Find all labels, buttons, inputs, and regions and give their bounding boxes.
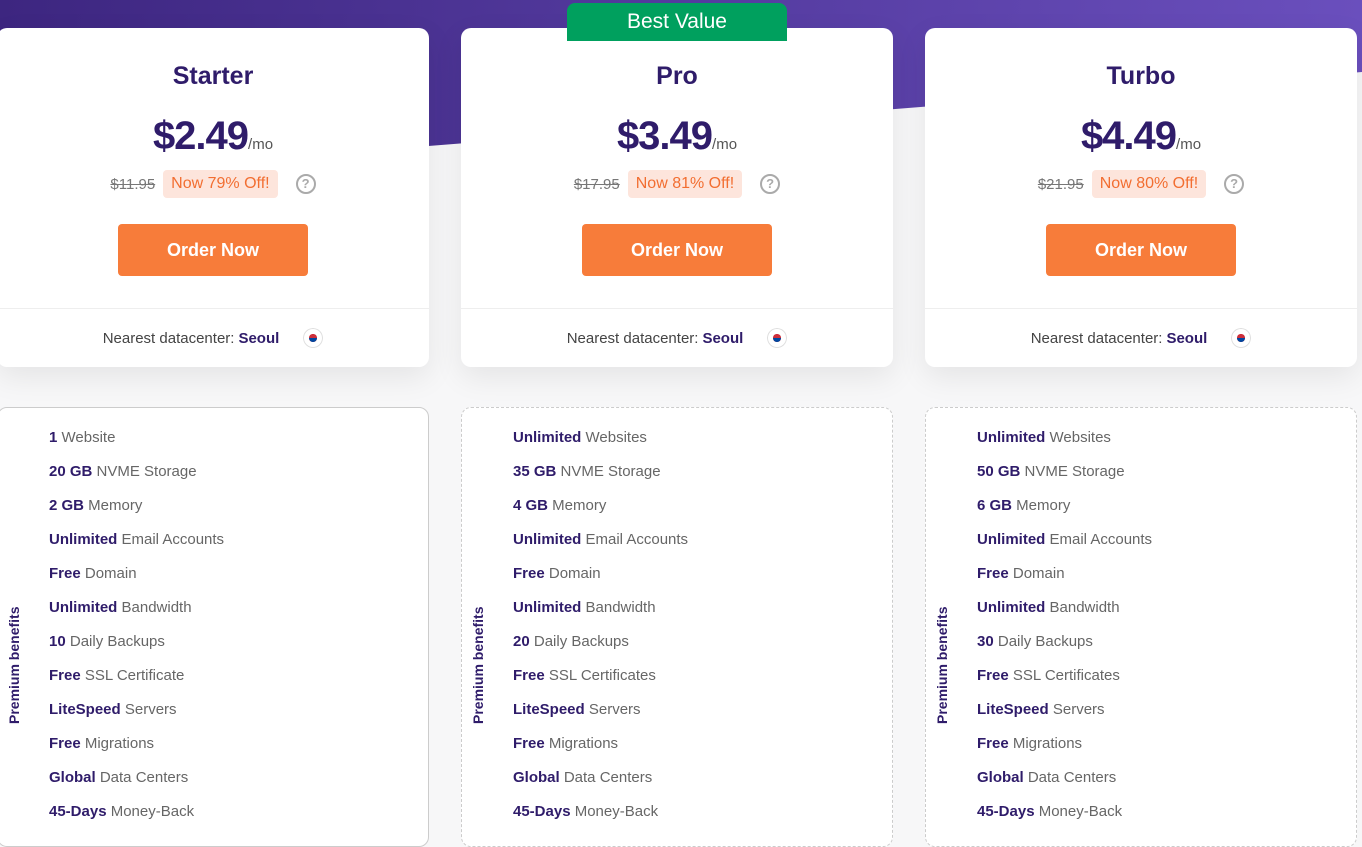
premium-benefits-label: Premium benefits (6, 606, 22, 724)
feature-item: 30 Daily Backups (977, 633, 1093, 650)
datacenter-info: Nearest datacenter: Seoul (925, 308, 1357, 367)
feature-item: Free SSL Certificates (977, 667, 1120, 684)
feature-item: Free Migrations (49, 735, 155, 752)
plan-card-starter: Starter $2.49/mo $11.95 Now 79% Off!? Ord… (0, 28, 429, 367)
korea-flag-icon (1231, 328, 1252, 348)
feature-item: Free SSL Certificates (513, 667, 656, 684)
korea-flag-icon (767, 328, 788, 348)
help-icon[interactable]: ? (295, 174, 316, 194)
discount-row: $17.95 Now 81% Off!? (461, 170, 893, 198)
discount-badge: Now 81% Off! (627, 170, 743, 198)
feature-item: 20 GB NVME Storage (49, 463, 197, 480)
discount-badge: Now 80% Off! (1091, 170, 1207, 198)
feature-item: Unlimited Websites (513, 429, 647, 446)
feature-item: Global Data Centers (49, 769, 189, 786)
plan-name: Pro (656, 62, 698, 90)
premium-benefits-label: Premium benefits (470, 606, 486, 724)
feature-item: Unlimited Bandwidth (977, 599, 1120, 616)
feature-item: Global Data Centers (977, 769, 1117, 786)
original-price: $21.95 (1037, 175, 1084, 193)
discount-row: $11.95 Now 79% Off!? (0, 170, 429, 198)
feature-item: 45-Days Money-Back (513, 803, 659, 820)
plan-card-turbo: Turbo $4.49/mo $21.95 Now 80% Off!? Order… (925, 28, 1357, 367)
plan-card-pro: Pro $3.49/mo $17.95 Now 81% Off!? Order N… (461, 28, 893, 367)
feature-item: 50 GB NVME Storage (977, 463, 1125, 480)
feature-item: 6 GB Memory (977, 497, 1071, 514)
datacenter-info: Nearest datacenter: Seoul (461, 308, 893, 367)
order-now-button[interactable]: Order Now (582, 224, 772, 276)
premium-benefits-label: Premium benefits (934, 606, 950, 724)
discount-row: $21.95 Now 80% Off!? (925, 170, 1357, 198)
features-panel: Premium benefits Unlimited Websites 50 GB… (925, 407, 1357, 847)
feature-item: 35 GB NVME Storage (513, 463, 661, 480)
plan-price: $2.49/mo (152, 114, 274, 158)
feature-item: Unlimited Email Accounts (49, 531, 225, 548)
feature-item: Free Migrations (977, 735, 1083, 752)
feature-item: Free Domain (513, 565, 601, 582)
features-panel: Premium benefits 1 Website 20 GB NVME Sto… (0, 407, 429, 847)
discount-badge: Now 79% Off! (163, 170, 278, 198)
feature-item: Unlimited Bandwidth (49, 599, 192, 616)
original-price: $17.95 (573, 175, 620, 193)
feature-list: Unlimited Websites 35 GB NVME Storage 4 GB… (513, 428, 688, 836)
korea-flag-icon (303, 328, 324, 348)
feature-item: LiteSpeed Servers (49, 701, 177, 718)
original-price: $11.95 (110, 175, 156, 193)
feature-item: 1 Website (49, 429, 116, 446)
feature-item: Unlimited Bandwidth (513, 599, 656, 616)
feature-item: Free Migrations (513, 735, 619, 752)
help-icon[interactable]: ? (1224, 174, 1245, 194)
plan-price: $4.49/mo (1080, 114, 1202, 158)
feature-item: Free SSL Certificate (49, 667, 185, 684)
plan-name: Starter (172, 62, 254, 90)
feature-item: LiteSpeed Servers (513, 701, 641, 718)
datacenter-info: Nearest datacenter: Seoul (0, 308, 429, 367)
feature-item: Free Domain (49, 565, 137, 582)
best-value-badge: Best Value (567, 3, 787, 41)
feature-item: Global Data Centers (513, 769, 653, 786)
feature-item: LiteSpeed Servers (977, 701, 1105, 718)
feature-item: 10 Daily Backups (49, 633, 165, 650)
order-now-button[interactable]: Order Now (118, 224, 308, 276)
feature-item: Unlimited Email Accounts (513, 531, 689, 548)
plan-price: $3.49/mo (616, 114, 738, 158)
feature-item: 20 Daily Backups (513, 633, 629, 650)
feature-item: 4 GB Memory (513, 497, 607, 514)
plan-name: Turbo (1106, 62, 1176, 90)
feature-item: 45-Days Money-Back (49, 803, 195, 820)
feature-item: 45-Days Money-Back (977, 803, 1123, 820)
feature-item: 2 GB Memory (49, 497, 143, 514)
order-now-button[interactable]: Order Now (1046, 224, 1236, 276)
feature-item: Unlimited Websites (977, 429, 1111, 446)
feature-item: Unlimited Email Accounts (977, 531, 1153, 548)
feature-list: 1 Website 20 GB NVME Storage 2 GB Memory Un… (49, 428, 224, 836)
feature-list: Unlimited Websites 50 GB NVME Storage 6 GB… (977, 428, 1152, 836)
features-panel: Premium benefits Unlimited Websites 35 GB… (461, 407, 893, 847)
feature-item: Free Domain (977, 565, 1065, 582)
help-icon[interactable]: ? (760, 174, 781, 194)
